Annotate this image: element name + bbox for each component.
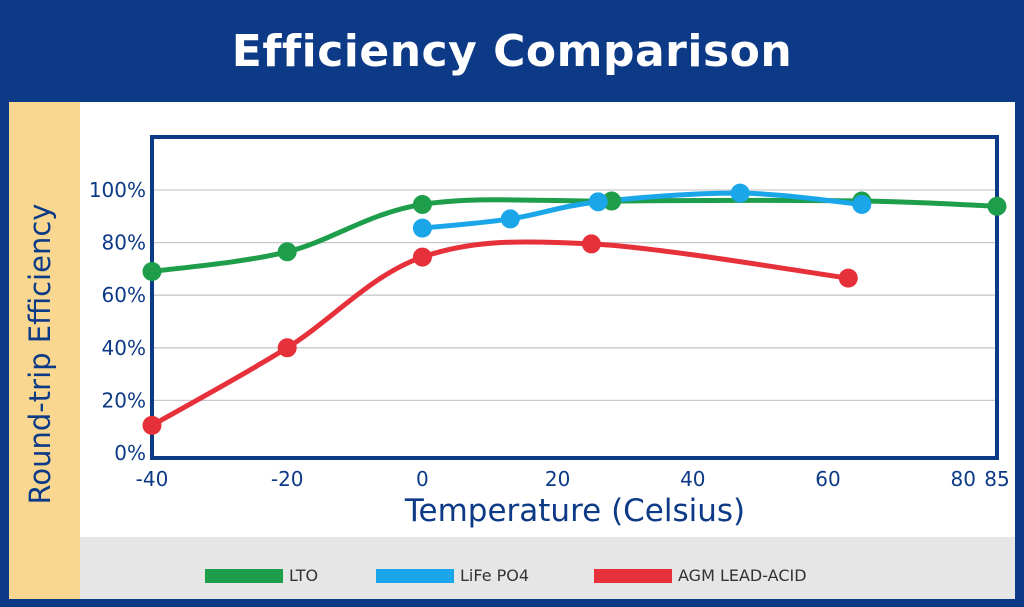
- legend-swatch-lifepo4: [376, 568, 454, 583]
- y-tick-label: 100%: [89, 178, 146, 202]
- legend-item-lifepo4: LiFe PO4: [376, 566, 529, 585]
- data-point-lto: [602, 191, 622, 211]
- y-tick-labels: 0% 20% 40% 60% 80% 100%: [89, 178, 146, 465]
- x-tick-label: 40: [680, 467, 705, 491]
- legend-label-agm: AGM LEAD-ACID: [678, 566, 807, 585]
- x-tick-labels: -40 -20 0 20 40 60 80 85: [136, 467, 1010, 491]
- legend-swatch-agm: [594, 568, 672, 583]
- x-tick-label: 20: [545, 467, 570, 491]
- x-tick-label: 85: [984, 467, 1009, 491]
- y-axis-label-strip: [9, 102, 80, 599]
- legend: LTO LiFe PO4 AGM LEAD-ACID: [80, 537, 1015, 599]
- x-axis-label: Temperature (Celsius): [404, 493, 745, 529]
- x-tick-label: -20: [271, 467, 304, 491]
- legend-label-lto: LTO: [289, 566, 319, 585]
- chart-title: Efficiency Comparison: [231, 25, 793, 77]
- plot-border: [150, 135, 999, 460]
- data-point-life-po4: [500, 209, 520, 229]
- series-points: [142, 183, 1007, 435]
- y-tick-label: 80%: [102, 231, 146, 255]
- plot-panel: [80, 102, 1015, 537]
- data-point-agm-lead-acid: [581, 234, 601, 254]
- y-tick-label: 0%: [114, 441, 146, 465]
- data-point-life-po4: [412, 218, 432, 238]
- series-line-agm-lead-acid: [149, 239, 851, 428]
- legend-item-agm: AGM LEAD-ACID: [594, 566, 807, 585]
- x-tick-label: 60: [815, 467, 840, 491]
- data-point-agm-lead-acid: [412, 247, 432, 267]
- x-tick-label: 0: [416, 467, 429, 491]
- data-point-lto: [277, 242, 297, 262]
- data-point-life-po4: [852, 194, 872, 214]
- data-point-life-po4: [730, 183, 750, 203]
- y-tick-label: 60%: [102, 283, 146, 307]
- x-tick-label: 80: [950, 467, 975, 491]
- data-point-agm-lead-acid: [277, 338, 297, 358]
- data-point-lto: [987, 196, 1007, 216]
- data-point-life-po4: [588, 192, 608, 212]
- data-point-lto: [412, 194, 432, 214]
- series-lines: [149, 190, 1000, 428]
- series-line-lto: [149, 197, 1000, 275]
- y-tick-label: 20%: [102, 388, 146, 412]
- y-tick-label: 40%: [102, 336, 146, 360]
- legend-item-lto: LTO: [205, 566, 318, 585]
- data-point-agm-lead-acid: [838, 268, 858, 288]
- gridlines: [152, 189, 997, 402]
- data-point-agm-lead-acid: [142, 415, 162, 435]
- title-bar: Efficiency Comparison: [0, 0, 1024, 102]
- legend-swatch-lto: [205, 568, 283, 583]
- legend-label-lifepo4: LiFe PO4: [460, 566, 530, 585]
- data-point-lto: [142, 262, 162, 282]
- x-tick-label: -40: [136, 467, 169, 491]
